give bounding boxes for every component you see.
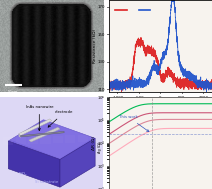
Y-axis label: Resistance (kΩ): Resistance (kΩ) xyxy=(93,29,97,63)
Text: 50nm: 50nm xyxy=(8,90,18,94)
Polygon shape xyxy=(10,119,93,159)
Text: InAs nanowire: InAs nanowire xyxy=(26,105,53,131)
Text: Si substrate: Si substrate xyxy=(35,180,58,184)
Polygon shape xyxy=(19,134,21,138)
Text: SiO₂: SiO₂ xyxy=(18,172,27,176)
Polygon shape xyxy=(29,127,60,142)
Polygon shape xyxy=(60,138,95,187)
Text: Ag (Ω): Ag (Ω) xyxy=(98,142,102,153)
X-axis label: Magnetic field (Oe): Magnetic field (Oe) xyxy=(139,100,181,104)
Polygon shape xyxy=(8,141,60,187)
Text: This work: This work xyxy=(119,115,149,132)
Y-axis label: ΔR (Ω): ΔR (Ω) xyxy=(92,136,96,150)
Text: electrode: electrode xyxy=(48,110,73,127)
Polygon shape xyxy=(19,119,52,136)
Polygon shape xyxy=(8,120,95,160)
Polygon shape xyxy=(21,131,64,137)
